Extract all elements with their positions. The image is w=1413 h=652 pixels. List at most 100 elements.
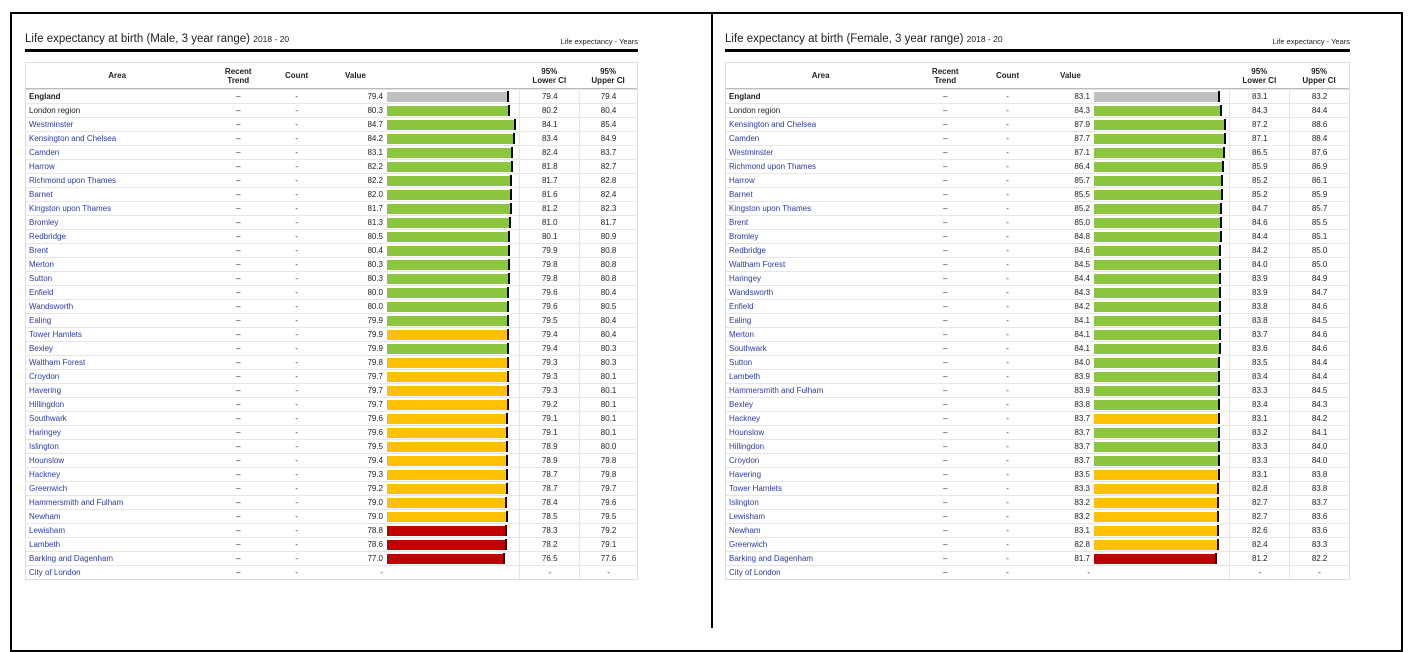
area-cell[interactable]: Islington <box>29 442 59 451</box>
area-cell[interactable]: Hounslow <box>29 456 65 465</box>
trend-cell: – <box>236 288 241 297</box>
area-cell[interactable]: Merton <box>729 330 754 339</box>
upper-ci-cell: 80.1 <box>579 426 637 439</box>
area-cell[interactable]: Hammersmith and Fulham <box>729 386 824 395</box>
area-cell[interactable]: Islington <box>729 498 759 507</box>
area-cell[interactable]: Richmond upon Thames <box>29 176 117 185</box>
area-cell[interactable]: Barking and Dagenham <box>29 554 114 563</box>
area-cell[interactable]: Hillingdon <box>29 400 65 409</box>
table-row: Harrow – - 85.7 85.2 86.1 <box>726 173 1349 187</box>
table-row: Southwark – - 84.1 83.6 84.6 <box>726 341 1349 355</box>
area-cell[interactable]: Hammersmith and Fulham <box>29 498 124 507</box>
count-cell: - <box>1006 428 1009 437</box>
area-cell[interactable]: Hackney <box>729 414 761 423</box>
ci-whisker <box>506 427 509 438</box>
area-cell[interactable]: Lewisham <box>29 526 66 535</box>
area-cell[interactable]: Lambeth <box>729 372 761 381</box>
lower-ci-cell: 83.1 <box>1229 90 1289 103</box>
area-cell[interactable]: Greenwich <box>29 484 68 493</box>
area-cell[interactable]: Wandsworth <box>729 288 774 297</box>
area-cell[interactable]: Richmond upon Thames <box>729 162 817 171</box>
header-text: Area <box>811 71 830 80</box>
area-cell[interactable]: Camden <box>29 148 60 157</box>
area-cell[interactable]: Havering <box>729 470 762 479</box>
area-cell[interactable]: Kingston upon Thames <box>729 204 812 213</box>
area-cell[interactable]: Newham <box>729 526 761 535</box>
area-cell[interactable]: City of London <box>29 568 81 577</box>
area-cell[interactable]: Kingston upon Thames <box>29 204 112 213</box>
ci-whisker <box>1220 217 1223 228</box>
area-cell[interactable]: Harrow <box>29 162 55 171</box>
area-cell[interactable]: Southwark <box>29 414 67 423</box>
area-cell[interactable]: Bromley <box>729 232 759 241</box>
area-cell[interactable]: Westminster <box>729 148 774 157</box>
area-cell[interactable]: Hounslow <box>729 428 765 437</box>
area-cell[interactable]: Southwark <box>729 344 767 353</box>
area-cell[interactable]: Croydon <box>729 456 760 465</box>
area-cell[interactable]: Enfield <box>29 288 54 297</box>
area-cell[interactable]: Bexley <box>29 344 54 353</box>
count-cell: - <box>295 162 298 171</box>
trend-cell: – <box>236 274 241 283</box>
area-cell[interactable]: Waltham Forest <box>729 260 786 269</box>
area-cell[interactable]: Wandsworth <box>29 302 74 311</box>
area-cell[interactable]: Brent <box>29 246 49 255</box>
lower-ci-cell: 79.4 <box>519 342 579 355</box>
area-cell[interactable]: Redbridge <box>729 246 766 255</box>
value-bar <box>1094 456 1219 466</box>
area-cell[interactable]: Sutton <box>729 358 753 367</box>
area-cell[interactable]: Ealing <box>729 316 752 325</box>
table-row: Sutton – - 80.3 79.8 80.8 <box>26 271 637 285</box>
area-cell[interactable]: Lambeth <box>29 540 61 549</box>
area-cell[interactable]: Barnet <box>729 190 753 199</box>
lower-ci-cell: 79.3 <box>519 370 579 383</box>
count-cell: - <box>1006 386 1009 395</box>
area-cell[interactable]: Greenwich <box>729 540 768 549</box>
area-cell[interactable]: Ealing <box>29 316 52 325</box>
area-cell[interactable]: Camden <box>729 134 760 143</box>
value-text: 80.3 <box>367 106 384 115</box>
area-cell[interactable]: Bexley <box>729 400 754 409</box>
count-cell: - <box>295 274 298 283</box>
trend-cell: – <box>943 358 948 367</box>
area-cell[interactable]: Tower Hamlets <box>29 330 82 339</box>
area-cell[interactable]: Barking and Dagenham <box>729 554 814 563</box>
area-cell[interactable]: Redbridge <box>29 232 66 241</box>
value-bar <box>387 120 515 130</box>
area-cell[interactable]: Westminster <box>29 120 74 129</box>
area-cell[interactable]: Newham <box>29 512 61 521</box>
area-cell[interactable]: Hackney <box>29 470 61 479</box>
upper-ci-cell: 80.1 <box>579 412 637 425</box>
area-cell[interactable]: Enfield <box>729 302 754 311</box>
lower-ci-cell: 82.6 <box>1229 524 1289 537</box>
trend-cell: – <box>236 260 241 269</box>
area-cell[interactable]: Waltham Forest <box>29 358 86 367</box>
area-cell[interactable]: City of London <box>729 568 781 577</box>
lower-ci-cell: 82.8 <box>1229 482 1289 495</box>
value-text: 83.1 <box>1074 92 1090 101</box>
area-cell[interactable]: Brent <box>729 218 749 227</box>
area-cell[interactable]: Sutton <box>29 274 53 283</box>
area-cell[interactable]: Croydon <box>29 372 60 381</box>
area-cell[interactable]: Barnet <box>29 190 53 199</box>
ci-whisker <box>514 119 517 130</box>
area-cell[interactable]: Kensington and Chelsea <box>29 134 117 143</box>
ci-whisker <box>505 525 508 536</box>
area-cell[interactable]: Lewisham <box>729 512 766 521</box>
area-cell[interactable]: Merton <box>29 260 54 269</box>
value-cell: 82.0 <box>325 188 519 201</box>
area-cell[interactable]: Tower Hamlets <box>729 484 782 493</box>
area-cell[interactable]: Hillingdon <box>729 442 765 451</box>
area-cell[interactable]: Haringey <box>29 428 62 437</box>
area-cell[interactable]: Haringey <box>729 274 762 283</box>
value-text: 80.3 <box>367 260 384 269</box>
upper-ci-cell: 79.7 <box>579 482 637 495</box>
upper-ci-cell: 83.8 <box>1289 482 1349 495</box>
area-cell[interactable]: Kensington and Chelsea <box>729 120 817 129</box>
area-cell[interactable]: Havering <box>29 386 62 395</box>
area-cell[interactable]: Harrow <box>729 176 755 185</box>
value-cell: 83.7 <box>1040 426 1229 439</box>
ci-whisker <box>1219 259 1222 270</box>
area-cell[interactable]: Bromley <box>29 218 59 227</box>
value-bar <box>1094 484 1219 494</box>
